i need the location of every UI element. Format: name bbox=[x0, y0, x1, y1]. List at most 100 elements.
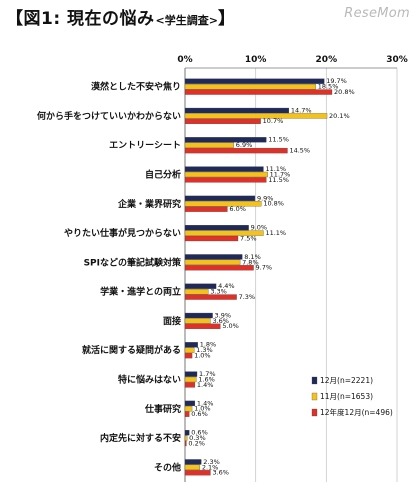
data-label: 2.3% bbox=[203, 458, 220, 466]
data-label: 6.0% bbox=[229, 205, 246, 213]
data-label: 1.0% bbox=[194, 352, 211, 360]
x-tick-label: 0% bbox=[177, 55, 192, 65]
data-label: 7.8% bbox=[242, 258, 259, 266]
legend-swatch bbox=[311, 376, 318, 385]
data-label: 1.0% bbox=[194, 405, 211, 413]
data-label: 1.8% bbox=[200, 341, 217, 349]
x-tick-label: 20% bbox=[316, 55, 338, 65]
bar bbox=[184, 347, 195, 353]
bar bbox=[184, 342, 198, 348]
category-label: やりたい仕事が見つからない bbox=[64, 227, 181, 239]
bar bbox=[184, 83, 316, 90]
bar bbox=[184, 376, 197, 383]
category-label: エントリーシート bbox=[109, 140, 181, 151]
category-label: 仕事研究 bbox=[144, 403, 181, 415]
data-label: 9.0% bbox=[251, 224, 268, 232]
chart-subtitle: <学生調査> bbox=[155, 14, 218, 27]
data-label: 0.2% bbox=[188, 439, 205, 447]
bar bbox=[184, 113, 328, 119]
bar bbox=[184, 235, 239, 242]
data-label: 18.5% bbox=[318, 83, 339, 91]
data-label: 0.6% bbox=[191, 429, 208, 437]
bar bbox=[184, 430, 190, 436]
data-label: 1.3% bbox=[196, 346, 213, 354]
data-label: 3.9% bbox=[215, 311, 232, 319]
data-label: 6.9% bbox=[236, 141, 253, 149]
bar bbox=[184, 459, 202, 465]
bar bbox=[184, 225, 249, 231]
bar bbox=[184, 118, 261, 124]
legend-entry: 11月(n=1653) bbox=[320, 392, 373, 401]
bar bbox=[184, 107, 290, 114]
x-tick-label: 30% bbox=[386, 55, 408, 65]
data-label: 11.1% bbox=[265, 229, 286, 237]
data-label: 1.7% bbox=[199, 370, 216, 378]
data-label: 0.3% bbox=[189, 434, 206, 442]
category-label: 内定先に対する不安 bbox=[100, 432, 181, 444]
category-label: 漠然とした不安や焦り bbox=[91, 81, 181, 93]
data-label: 9.7% bbox=[256, 264, 273, 272]
bar bbox=[184, 254, 243, 260]
x-tick-label: 10% bbox=[245, 55, 267, 65]
data-label: 8.1% bbox=[244, 253, 261, 261]
chart-legend: 12月(n=2221) 11月(n=1653) 12年度12月(n=496) bbox=[311, 376, 393, 417]
bar bbox=[184, 352, 193, 359]
data-label: 2.1% bbox=[202, 463, 219, 471]
data-label: 1.4% bbox=[197, 381, 214, 389]
bar bbox=[184, 382, 196, 388]
data-label: 1.4% bbox=[197, 399, 214, 407]
bar bbox=[184, 440, 187, 447]
bar bbox=[184, 435, 188, 441]
category-label: 何から手をつけていいかわからない bbox=[37, 110, 181, 122]
data-label: 19.7% bbox=[326, 77, 347, 85]
chart-title-main: 【図1: 現在の悩み bbox=[6, 9, 155, 29]
data-label: 11.5% bbox=[268, 176, 289, 184]
bar bbox=[184, 166, 264, 172]
data-label: 7.3% bbox=[239, 293, 256, 301]
bar bbox=[184, 265, 254, 271]
bar bbox=[184, 195, 256, 202]
chart-gridlines bbox=[184, 67, 398, 482]
data-label: 11.5% bbox=[268, 136, 289, 144]
category-label: 企業・業界研究 bbox=[117, 198, 181, 210]
bar bbox=[184, 142, 234, 148]
bar bbox=[184, 400, 196, 407]
bar bbox=[184, 283, 217, 289]
bar bbox=[184, 201, 262, 207]
bar bbox=[184, 294, 237, 300]
bar bbox=[184, 137, 267, 143]
data-label: 0.6% bbox=[191, 410, 208, 418]
bar bbox=[184, 470, 211, 476]
bar bbox=[184, 147, 288, 154]
data-label: 14.5% bbox=[289, 147, 310, 155]
bar bbox=[184, 206, 228, 212]
data-label: 4.4% bbox=[218, 282, 235, 290]
bar bbox=[184, 171, 268, 178]
data-label: 11.1% bbox=[265, 165, 286, 173]
category-label: 面接 bbox=[163, 315, 181, 327]
chart-bars: 19.7%18.5%20.8% 14.7% 20.1% 10.7% 11.5% 6.9% 1… bbox=[184, 77, 355, 477]
bar bbox=[184, 464, 200, 471]
resemom-watermark-logo: ReseMom bbox=[344, 6, 410, 21]
bar bbox=[184, 177, 267, 183]
bar bbox=[184, 323, 221, 329]
category-label: 学業・進学との両立 bbox=[100, 286, 181, 298]
category-label: 就活に関する疑問がある bbox=[82, 344, 181, 356]
bar bbox=[184, 312, 213, 319]
legend-entry: 12月(n=2221) bbox=[320, 376, 373, 385]
chart-title-bracket: 】 bbox=[217, 9, 235, 29]
bar bbox=[184, 288, 209, 295]
data-label: 3.3% bbox=[210, 288, 227, 296]
data-label: 10.8% bbox=[263, 200, 284, 208]
bar bbox=[184, 230, 264, 236]
bar bbox=[184, 406, 193, 412]
bar bbox=[184, 318, 211, 324]
data-label: 5.0% bbox=[222, 322, 239, 330]
category-label: SPIなどの筆記試験対策 bbox=[84, 256, 182, 268]
data-label: 20.1% bbox=[329, 112, 350, 120]
category-label: 自己分析 bbox=[145, 169, 181, 181]
chart-title: 【図1: 現在の悩み <学生調査> 】 bbox=[6, 4, 235, 34]
data-label: 1.6% bbox=[198, 375, 215, 383]
category-labels: 漠然とした不安や焦り何から手をつけていいかわからないエントリーシート自己分析企業… bbox=[37, 81, 182, 474]
